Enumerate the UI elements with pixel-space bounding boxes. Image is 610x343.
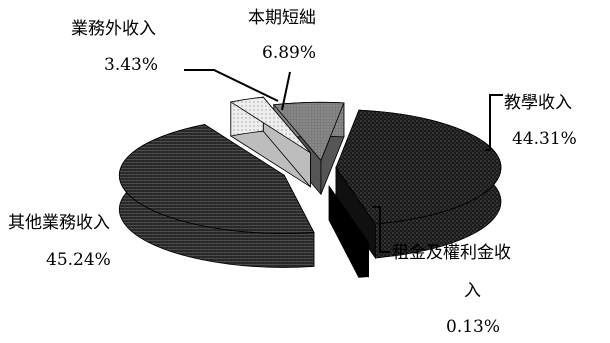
label-other-business-value: 45.24% <box>46 250 111 270</box>
pie-slice <box>229 96 311 188</box>
label-teaching-value: 44.31% <box>512 129 577 149</box>
pie-slice-side <box>358 242 369 278</box>
label-nonop-income-value: 3.43% <box>104 55 159 75</box>
slices-group <box>118 96 502 278</box>
leader-line-deficit <box>281 71 291 111</box>
label-deficit-value: 6.89% <box>262 43 317 63</box>
pie-slice <box>335 109 502 260</box>
label-other-business-name: 其他業務收入 <box>8 213 110 233</box>
label-rent-name-line2: 入 <box>464 281 481 301</box>
label-rent-value: 0.13% <box>446 317 501 337</box>
leader-lines <box>184 69 503 253</box>
label-deficit-name: 本期短絀 <box>248 8 316 28</box>
pie-slice <box>118 123 315 268</box>
pie-slice-top <box>273 101 345 162</box>
pie-slice-top <box>229 96 311 154</box>
leader-line-rent <box>372 206 390 253</box>
pie-slice-top <box>335 109 502 225</box>
label-teaching-name: 教學收入 <box>504 93 572 113</box>
label-rent-name-line1: 租金及權利金收 <box>392 243 511 263</box>
label-nonop-income-name: 業務外收入 <box>71 19 156 39</box>
pie-slice-top <box>118 124 315 234</box>
leader-line-nonop <box>184 69 279 102</box>
leader-line-teaching <box>485 94 503 151</box>
pie-slice <box>328 185 370 278</box>
pie-slice-top <box>328 186 370 244</box>
